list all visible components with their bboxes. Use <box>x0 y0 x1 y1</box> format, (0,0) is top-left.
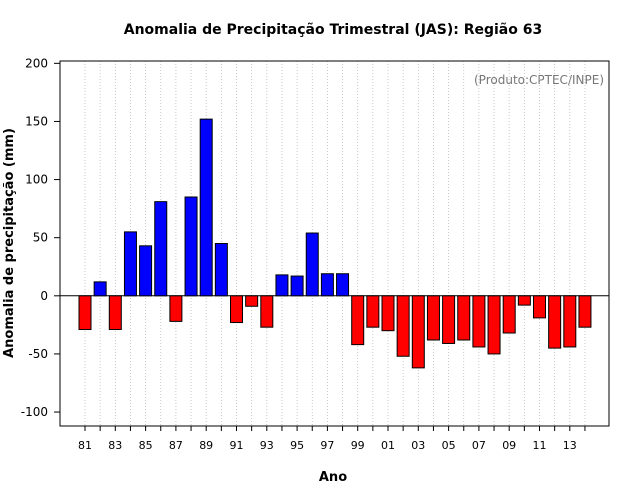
x-tick-label: 91 <box>230 439 244 452</box>
y-tick-label: -100 <box>21 405 48 419</box>
bar-1998 <box>336 273 350 297</box>
bar-2004 <box>426 295 440 341</box>
bar-1989 <box>199 118 213 297</box>
grid-lines <box>84 61 586 426</box>
bar-2012 <box>548 295 562 349</box>
x-axis: 81 83 85 87 89 91 93 95 97 99 01 03 05 07 09 11 13 <box>78 426 586 452</box>
bar-2007 <box>472 295 486 348</box>
bar-2010 <box>517 295 531 306</box>
x-tick-label: 05 <box>442 439 456 452</box>
bar-1982 <box>93 281 107 297</box>
x-tick-label: 99 <box>351 439 365 452</box>
bar-1997 <box>320 273 334 297</box>
y-tick-label: 150 <box>25 114 48 128</box>
bar-1991 <box>230 295 243 324</box>
x-tick-label: 87 <box>169 439 183 452</box>
bar-2006 <box>457 295 471 341</box>
bar-1990 <box>214 243 228 297</box>
bar-2002 <box>396 295 410 357</box>
source-credit: (Produto:CPTEC/INPE) <box>474 73 604 87</box>
y-axis: -100 -50 0 50 100 150 200 <box>21 56 60 419</box>
bar-2013 <box>563 295 577 348</box>
bar-1994 <box>275 274 289 297</box>
y-tick-label: 200 <box>25 56 48 70</box>
x-tick-label: 81 <box>78 439 92 452</box>
bar-2005 <box>442 295 456 344</box>
bar-2011 <box>533 295 546 319</box>
bar-2014 <box>578 295 592 328</box>
bar-1992 <box>245 295 259 307</box>
bars <box>78 118 592 369</box>
bar-1993 <box>260 295 274 328</box>
bar-1986 <box>154 201 168 297</box>
x-tick-label: 07 <box>472 439 486 452</box>
y-tick-label: 100 <box>25 173 48 187</box>
y-axis-label: Anomalia de precipitação (mm) <box>2 128 17 358</box>
bar-1987 <box>169 295 183 322</box>
x-tick-label: 89 <box>199 439 213 452</box>
y-tick-label: 50 <box>33 231 48 245</box>
x-tick-label: 95 <box>290 439 304 452</box>
x-tick-label: 09 <box>502 439 516 452</box>
bar-2008 <box>487 295 501 355</box>
x-tick-label: 85 <box>139 439 153 452</box>
x-tick-label: 93 <box>260 439 274 452</box>
bar-2001 <box>381 295 395 332</box>
bar-1999 <box>351 295 365 346</box>
x-tick-label: 01 <box>381 439 395 452</box>
bar-1995 <box>290 275 304 297</box>
x-tick-label: 97 <box>320 439 334 452</box>
bar-1985 <box>139 245 153 297</box>
chart-title: Anomalia de Precipitação Trimestral (JAS… <box>124 22 542 38</box>
bar-1981 <box>78 295 92 331</box>
bar-1983 <box>108 295 122 331</box>
y-tick-label: -50 <box>28 347 48 361</box>
bar-2009 <box>502 295 516 334</box>
bar-1996 <box>305 232 319 297</box>
bar-1988 <box>184 196 198 297</box>
bar-1984 <box>123 231 137 297</box>
bar-2000 <box>366 295 380 328</box>
bar-2003 <box>411 295 425 369</box>
x-tick-label: 03 <box>411 439 425 452</box>
x-tick-label: 11 <box>533 439 547 452</box>
y-tick-label: 0 <box>40 289 48 303</box>
x-tick-label: 13 <box>563 439 577 452</box>
x-axis-label: Ano <box>319 470 347 485</box>
plot-frame <box>59 60 610 427</box>
x-tick-label: 83 <box>108 439 122 452</box>
